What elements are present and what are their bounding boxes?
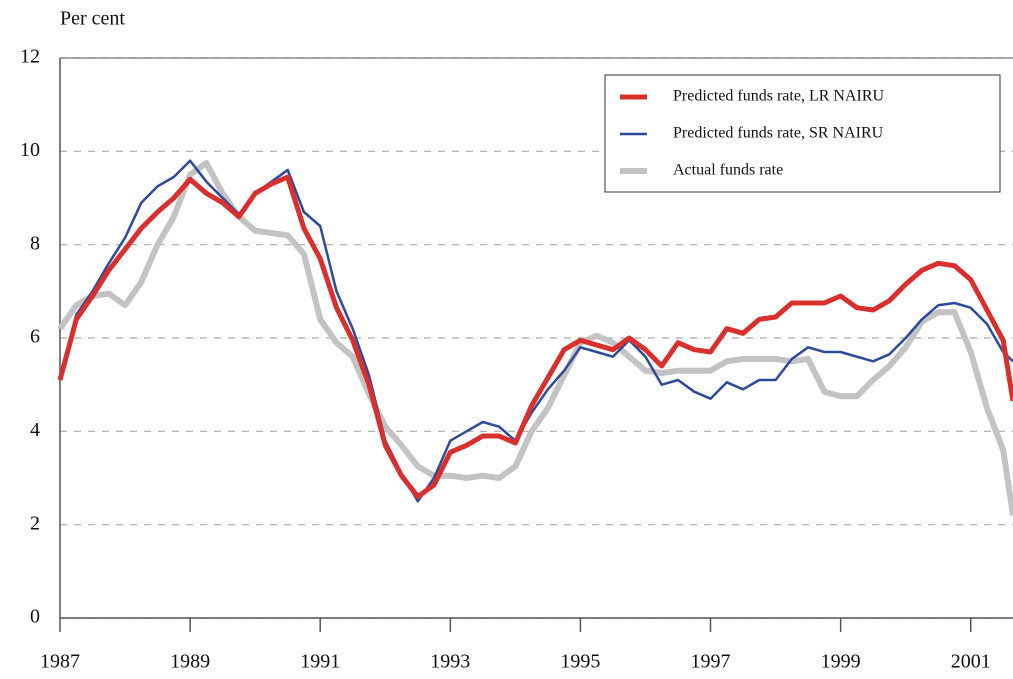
x-tick-label: 1991	[300, 651, 340, 673]
legend-label: Predicted funds rate, LR NAIRU	[673, 88, 885, 105]
x-tick-label: 1987	[40, 651, 80, 673]
x-tick-label: 1989	[170, 651, 210, 673]
legend-label: Predicted funds rate, SR NAIRU	[673, 125, 884, 142]
y-tick-label: 2	[30, 512, 40, 534]
y-tick-label: 10	[20, 139, 40, 161]
y-tick-label: 6	[30, 326, 40, 348]
y-tick-label: 12	[20, 46, 40, 68]
x-tick-label: 1995	[560, 651, 600, 673]
y-tick-label: 8	[30, 232, 40, 254]
series-line	[57, 174, 1013, 500]
x-tick-label: 1993	[430, 651, 470, 673]
y-axis-label: Per cent	[60, 8, 125, 30]
y-tick-label: 0	[30, 606, 40, 628]
y-tick-label: 4	[30, 419, 40, 441]
series-line	[58, 159, 1013, 503]
legend-box	[604, 74, 1001, 193]
series-line	[57, 160, 1013, 516]
legend-label: Actual funds rate	[673, 162, 783, 179]
x-tick-label: 2001	[951, 651, 991, 673]
x-tick-label: 1999	[821, 651, 861, 673]
x-tick-label: 1997	[691, 651, 731, 673]
